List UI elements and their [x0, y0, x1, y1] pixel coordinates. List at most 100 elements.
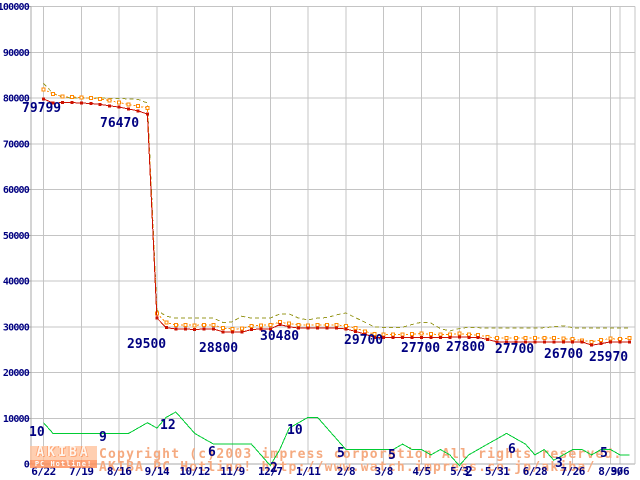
lowest-price-marker	[183, 327, 187, 331]
average-price-marker	[599, 338, 604, 343]
lowest-price-marker	[155, 316, 159, 320]
average-price-marker	[221, 326, 226, 331]
average-price-marker	[98, 96, 103, 101]
copyright-watermark-line2: AKIBA PC Hotline! http://www.watch.impre…	[99, 460, 595, 475]
lowest-price-marker	[523, 340, 527, 344]
x-axis-label: 9/6	[611, 465, 630, 478]
shop-count-annotation: 10	[287, 423, 303, 438]
lowest-price-marker	[174, 327, 178, 331]
lowest-price-marker	[127, 107, 131, 111]
price-annotation: 27800	[446, 340, 485, 355]
lowest-price-marker	[89, 101, 93, 105]
y-axis-label: 10000	[3, 414, 30, 425]
lowest-price-marker	[268, 327, 272, 331]
average-price-marker	[410, 332, 415, 337]
x-axis-label: 6/28	[523, 465, 548, 478]
lowest-price-marker	[571, 340, 575, 344]
lowest-price-marker	[599, 342, 603, 346]
average-price-marker	[60, 94, 65, 99]
x-axis-label: 12/7	[258, 465, 283, 478]
average-price-marker	[268, 322, 273, 327]
shop-count-annotation: 9	[99, 430, 107, 445]
lowest-price-marker	[438, 335, 442, 339]
average-price-marker	[164, 320, 169, 325]
average-price-marker	[145, 106, 150, 111]
average-price-marker	[126, 102, 131, 107]
x-axis-label: 5/31	[485, 465, 510, 478]
lowest-price-marker	[136, 109, 140, 113]
lowest-price-marker	[334, 326, 338, 330]
average-price-marker	[296, 322, 301, 327]
lowest-price-marker	[618, 340, 622, 344]
price-annotation: 76470	[100, 116, 139, 131]
lowest-price-marker	[382, 335, 386, 339]
average-price-marker	[202, 322, 207, 327]
average-price-marker	[41, 87, 46, 92]
lowest-price-marker	[287, 325, 291, 329]
lowest-price-line	[43, 98, 630, 346]
average-price-marker	[551, 336, 556, 341]
average-price-marker	[287, 321, 292, 326]
lowest-price-marker	[533, 340, 537, 344]
average-price-marker	[419, 331, 424, 336]
lowest-price-marker	[552, 340, 556, 344]
average-price-marker	[608, 336, 613, 341]
average-price-marker	[258, 323, 263, 328]
shop-count-annotation: 5	[388, 448, 396, 463]
average-price-marker	[542, 336, 547, 341]
average-price-marker	[561, 336, 566, 341]
average-price-marker	[50, 91, 55, 96]
average-price-marker	[79, 95, 84, 100]
lowest-price-marker	[42, 97, 45, 101]
lowest-price-marker	[561, 340, 565, 344]
average-price-marker	[192, 323, 197, 328]
lowest-price-marker	[344, 327, 348, 331]
average-price-marker	[136, 104, 140, 109]
lowest-price-marker	[70, 101, 74, 105]
x-axis-label: 7/26	[560, 465, 585, 478]
lowest-price-marker	[401, 335, 405, 339]
x-axis-label: 6/22	[31, 465, 56, 478]
shop-count-annotation: 6	[208, 445, 216, 460]
lowest-price-marker	[240, 330, 244, 334]
lowest-price-marker	[60, 101, 64, 105]
y-axis-label: 30000	[3, 322, 30, 333]
x-axis-label: 8/16	[107, 465, 132, 478]
x-axis-label: 2/8	[337, 465, 355, 478]
lowest-price-marker	[353, 329, 357, 333]
average-price-marker	[457, 331, 462, 336]
lowest-price-marker	[231, 330, 234, 334]
lowest-price-marker	[590, 343, 594, 347]
average-price-marker	[239, 326, 244, 331]
lowest-price-marker	[627, 340, 631, 344]
y-axis-label: 0	[24, 460, 30, 471]
logo-title: AKIBA	[30, 446, 97, 460]
x-axis-label: 1/11	[296, 465, 321, 478]
lowest-price-marker	[448, 335, 452, 339]
lowest-price-marker	[505, 340, 509, 344]
x-axis-label: 9/14	[145, 465, 170, 478]
lowest-price-marker	[486, 338, 490, 342]
price-annotation: 30480	[260, 329, 299, 344]
lowest-price-marker	[363, 332, 367, 336]
y-axis-label: 50000	[3, 231, 30, 242]
lowest-price-marker	[164, 326, 168, 330]
average-price-marker	[334, 322, 339, 327]
shop-count-annotation: 12	[160, 418, 176, 433]
lowest-price-marker	[420, 335, 423, 339]
price-annotation: 25970	[589, 350, 628, 365]
shop-count-annotation: 2	[270, 461, 278, 476]
lowest-price-marker	[98, 102, 102, 106]
y-axis-label: 90000	[3, 48, 30, 59]
lowest-price-marker	[259, 327, 263, 331]
average-price-marker	[173, 322, 178, 327]
average-price-marker	[107, 98, 112, 103]
average-price-marker	[230, 327, 235, 332]
average-price-marker	[428, 332, 433, 337]
average-price-marker	[183, 322, 188, 327]
lowest-price-marker	[278, 323, 282, 327]
average-price-marker	[325, 322, 329, 327]
